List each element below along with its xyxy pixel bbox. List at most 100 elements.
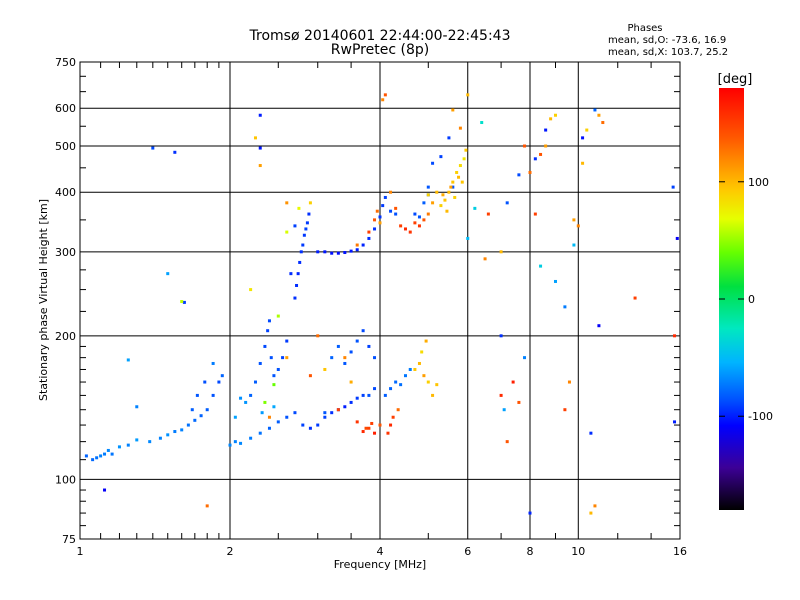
data-point-o [383, 393, 387, 397]
data-point-x [511, 380, 515, 384]
data-point-o [593, 108, 597, 112]
colorbar-tick-label: 0 [748, 293, 755, 306]
data-point-o [158, 436, 162, 440]
data-point-o [544, 128, 548, 132]
data-point-x [373, 218, 377, 222]
data-point-o [473, 206, 477, 210]
data-point-x [435, 383, 439, 387]
data-point-o [258, 146, 262, 150]
data-point-x [553, 113, 557, 117]
data-point-o [422, 201, 426, 205]
data-points [84, 93, 679, 515]
data-point-x [435, 190, 439, 194]
data-point-o [381, 204, 385, 208]
colorbar-tick-label: 100 [748, 176, 769, 189]
data-point-o [413, 212, 417, 216]
data-point-o [671, 185, 675, 189]
y-tick-label: 75 [62, 533, 76, 546]
data-point-x [396, 408, 400, 412]
data-point-o [249, 393, 253, 397]
data-point-o [182, 300, 186, 304]
data-point-o [239, 441, 243, 445]
data-point-o [361, 243, 365, 247]
data-point-x [443, 198, 447, 202]
x-tick-label: 10 [571, 545, 585, 558]
y-tick-label: 100 [55, 473, 76, 486]
data-point-o [330, 411, 334, 415]
data-point-x [597, 113, 601, 117]
data-point-o [151, 146, 155, 150]
data-point-o [373, 227, 377, 231]
data-point-o [84, 454, 88, 458]
data-point-o [135, 438, 139, 442]
data-point-x [567, 380, 571, 384]
data-point-o [148, 440, 152, 444]
y-tick-label: 200 [55, 330, 76, 343]
data-point-o [302, 233, 306, 237]
data-point-o [673, 420, 677, 424]
data-point-x [505, 440, 509, 444]
data-point-o [281, 356, 285, 360]
data-point-x [601, 121, 605, 125]
y-tick-label: 750 [55, 56, 76, 69]
data-point-o [336, 344, 340, 348]
data-point-o [563, 305, 567, 309]
data-point-x [445, 209, 449, 213]
data-point-o [539, 264, 543, 268]
data-point-x [308, 374, 312, 378]
data-point-o [403, 374, 407, 378]
data-point-x [426, 212, 430, 216]
data-point-x [451, 180, 455, 184]
data-point-x [426, 380, 430, 384]
data-point-o [203, 380, 207, 384]
data-point-o [572, 243, 576, 247]
data-point-o [373, 356, 377, 360]
data-point-o [308, 426, 312, 430]
data-point-x [272, 383, 276, 387]
data-point-o [330, 356, 334, 360]
data-point-o [408, 367, 412, 371]
data-point-x [364, 426, 368, 430]
data-point-o [523, 356, 527, 360]
data-point-o [285, 339, 289, 343]
x-tick-label: 1 [77, 545, 84, 558]
data-point-o [301, 423, 305, 427]
data-point-x [367, 230, 371, 234]
data-point-x [361, 430, 365, 434]
data-point-o [383, 195, 387, 199]
data-point-x [466, 93, 470, 97]
data-point-x [205, 504, 209, 508]
data-point-x [462, 157, 466, 161]
data-point-x [431, 393, 435, 397]
data-point-x [355, 420, 359, 424]
data-point-o [244, 400, 248, 404]
data-point-x [499, 250, 503, 254]
phases-heading: Phases [627, 23, 662, 34]
data-point-o [517, 173, 521, 177]
data-point-o [316, 250, 320, 254]
data-point-o [293, 224, 297, 228]
data-point-o [361, 393, 365, 397]
data-point-o [355, 248, 359, 252]
data-point-o [263, 344, 267, 348]
data-point-x [249, 288, 253, 292]
colorbar-label: [deg] [718, 72, 753, 87]
data-point-o [533, 157, 537, 161]
data-point-o [95, 456, 99, 460]
data-point-x [424, 339, 428, 343]
data-point-o [296, 272, 300, 276]
data-point-o [355, 396, 359, 400]
data-point-o [499, 334, 503, 338]
data-point-o [193, 418, 197, 422]
plot-frame [79, 61, 681, 540]
data-point-x [486, 212, 490, 216]
data-point-o [431, 161, 435, 165]
data-point-x [523, 144, 527, 148]
x-tick-label: 4 [377, 545, 384, 558]
data-point-x [370, 421, 374, 425]
data-point-o [267, 426, 271, 430]
data-point-x [458, 126, 462, 130]
data-point-o [126, 358, 130, 362]
phases-x-stats: mean, sd,X: 103.7, 25.2 [608, 47, 728, 58]
data-point-o [267, 319, 271, 323]
